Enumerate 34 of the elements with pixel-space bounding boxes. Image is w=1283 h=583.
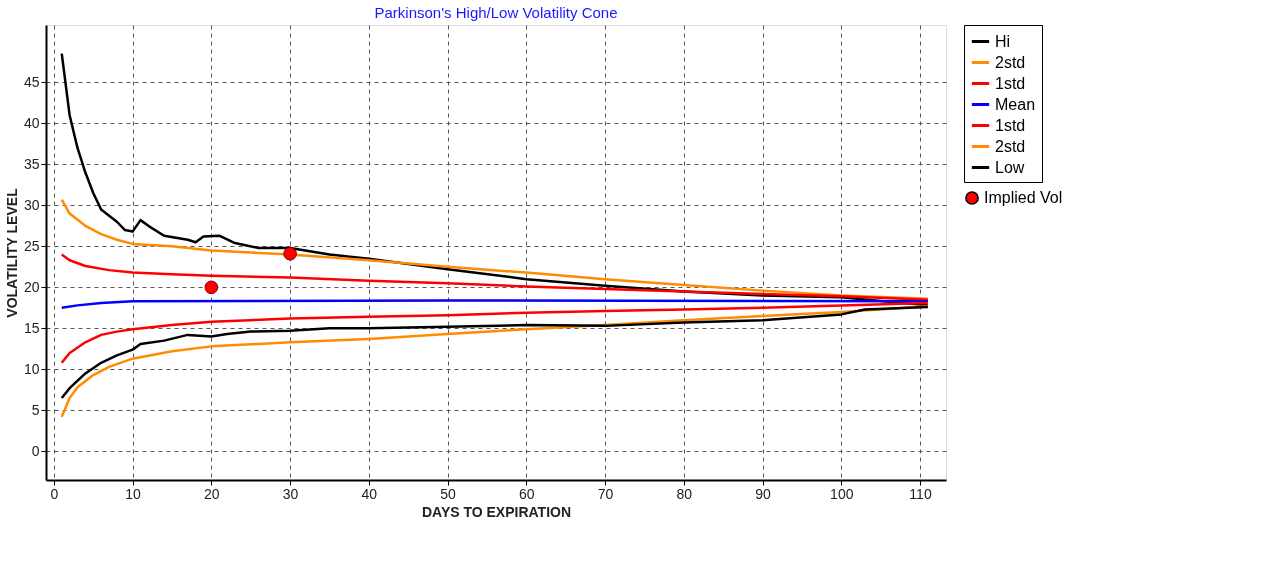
- chart-title: Parkinson's High/Low Volatility Cone: [374, 3, 618, 21]
- y-tick-label: 40: [23, 114, 40, 131]
- legend-label: Hi: [995, 32, 1011, 50]
- y-tick-label: 35: [23, 155, 40, 172]
- x-tick-label: 110: [909, 485, 932, 502]
- legend-label: Mean: [995, 95, 1036, 113]
- y-tick-label: 25: [23, 237, 40, 254]
- y-tick-label: 10: [23, 360, 40, 377]
- x-tick-label: 30: [282, 485, 299, 502]
- x-tick-label: 20: [204, 485, 220, 502]
- y-tick-label: 20: [23, 278, 40, 295]
- legend-label: 1std: [995, 74, 1026, 92]
- legend-label: 2std: [995, 137, 1026, 155]
- y-axis-title: VOLATILITY LEVEL: [3, 187, 20, 318]
- legend-label: Implied Vol: [984, 189, 1063, 206]
- y-tick-label: 5: [31, 401, 40, 418]
- x-tick-label: 50: [440, 485, 457, 502]
- x-tick-label: 10: [125, 485, 142, 502]
- legend-label: 2std: [995, 53, 1026, 71]
- x-tick-label: 0: [50, 485, 59, 502]
- y-tick-label: 45: [23, 73, 40, 90]
- x-tick-label: 40: [361, 485, 378, 502]
- legend-label: 1std: [995, 116, 1026, 134]
- line-series: [60, 299, 930, 310]
- x-tick-label: 60: [519, 485, 535, 502]
- x-tick-label: 100: [830, 485, 854, 502]
- x-axis-title: DAYS TO EXPIRATION: [421, 503, 572, 520]
- y-tick-label: 30: [23, 196, 40, 213]
- legend-label: Low: [995, 158, 1025, 176]
- x-tick-label: 80: [676, 485, 693, 502]
- y-tick-label: 0: [31, 442, 40, 459]
- x-tick-label: 70: [597, 485, 614, 502]
- x-tick-label: 90: [755, 485, 772, 502]
- y-tick-label: 15: [23, 319, 40, 336]
